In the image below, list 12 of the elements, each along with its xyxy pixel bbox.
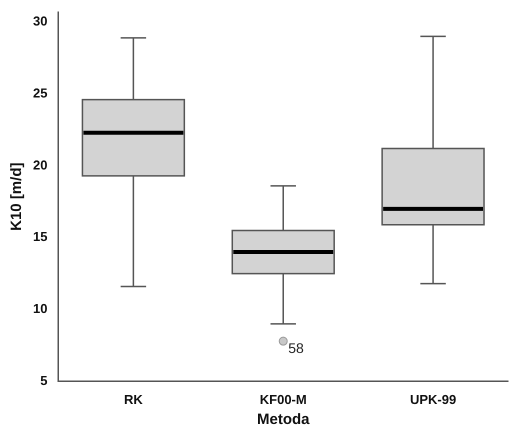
x-tick-label: UPK-99 [410, 392, 456, 407]
y-tick-label: 30 [32, 14, 48, 29]
y-tick-label: 20 [32, 157, 48, 172]
y-tick-label: 25 [32, 86, 48, 101]
x-tick-label: KF00-M [260, 392, 307, 407]
annotation: 58 [288, 340, 304, 356]
x-axis-title: Metoda [256, 411, 310, 428]
y-axis-title: K10 [m/d] [8, 162, 26, 231]
y-tick-label: 15 [32, 229, 48, 244]
x-tick-label: RK [124, 392, 144, 407]
y-tick-label: 5 [40, 372, 48, 388]
y-tick-label: 10 [32, 301, 48, 316]
